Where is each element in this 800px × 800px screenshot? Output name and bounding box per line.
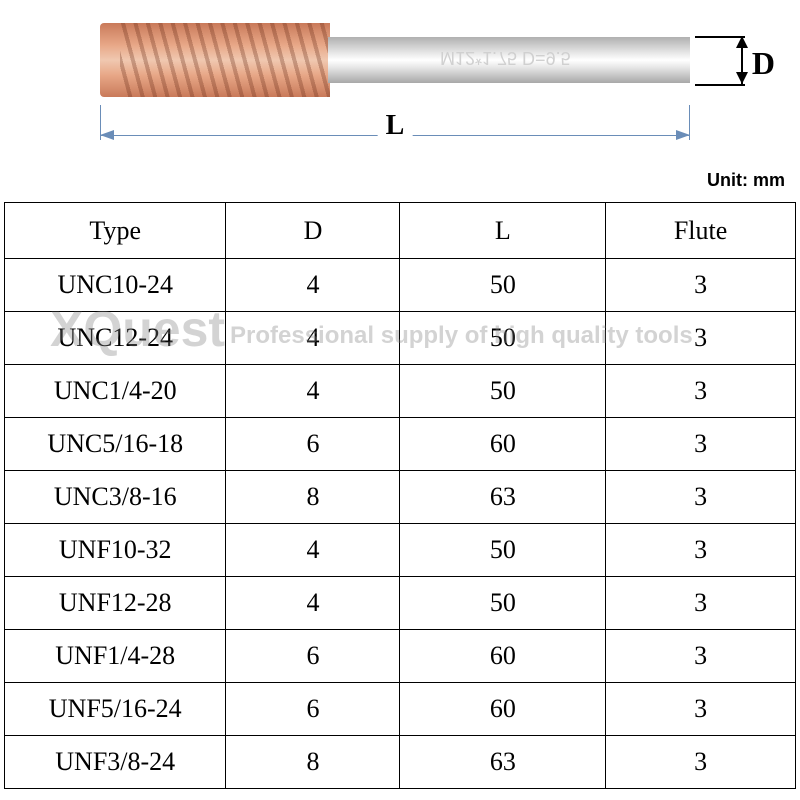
table-cell: 6: [226, 418, 400, 471]
table-cell: 3: [606, 683, 796, 736]
table-cell: UNF3/8-24: [5, 736, 226, 789]
table-cell: 60: [400, 683, 606, 736]
specifications-table: Type D L Flute UNC10-244503UNC12-244503U…: [4, 202, 796, 789]
table-cell: 50: [400, 259, 606, 312]
table-cell: 6: [226, 683, 400, 736]
table-row: UNF1/4-286603: [5, 630, 796, 683]
d-dimension-line-bottom: [695, 84, 745, 86]
table-cell: 50: [400, 312, 606, 365]
l-dimension-group: L: [100, 115, 690, 155]
tool-illustration: M12*1.75 D=9.5: [100, 15, 690, 105]
table-cell: 8: [226, 736, 400, 789]
table-row: UNC3/8-168633: [5, 471, 796, 524]
table-cell: UNC12-24: [5, 312, 226, 365]
table-cell: 60: [400, 630, 606, 683]
table-cell: 50: [400, 524, 606, 577]
table-row: UNF3/8-248633: [5, 736, 796, 789]
table-cell: 3: [606, 259, 796, 312]
l-arrow-right-icon: [676, 130, 690, 140]
table-cell: 4: [226, 365, 400, 418]
table-row: UNC12-244503: [5, 312, 796, 365]
table-cell: 3: [606, 365, 796, 418]
table-cell: UNC10-24: [5, 259, 226, 312]
tool-diagram: M12*1.75 D=9.5 D L Unit: mm: [0, 0, 800, 200]
table-row: UNC5/16-186603: [5, 418, 796, 471]
column-header-d: D: [226, 203, 400, 259]
table-row: UNF12-284503: [5, 577, 796, 630]
d-arrow-down-icon: [736, 72, 748, 84]
column-header-l: L: [400, 203, 606, 259]
table-cell: 4: [226, 524, 400, 577]
table-cell: 63: [400, 736, 606, 789]
table-cell: UNC5/16-18: [5, 418, 226, 471]
column-header-flute: Flute: [606, 203, 796, 259]
table-row: UNF5/16-246603: [5, 683, 796, 736]
column-header-type: Type: [5, 203, 226, 259]
table-cell: 8: [226, 471, 400, 524]
table-cell: 50: [400, 577, 606, 630]
unit-label: Unit: mm: [707, 170, 785, 191]
table-cell: 4: [226, 259, 400, 312]
specifications-table-container: Type D L Flute UNC10-244503UNC12-244503U…: [4, 202, 796, 789]
table-header-row: Type D L Flute: [5, 203, 796, 259]
table-cell: 3: [606, 524, 796, 577]
tool-cutting-head: [100, 23, 330, 97]
l-dimension-label: L: [378, 110, 413, 142]
table-cell: 6: [226, 630, 400, 683]
d-arrow-up-icon: [736, 36, 748, 48]
table-cell: 3: [606, 312, 796, 365]
table-cell: 60: [400, 418, 606, 471]
table-body: UNC10-244503UNC12-244503UNC1/4-204503UNC…: [5, 259, 796, 789]
table-cell: 4: [226, 577, 400, 630]
table-cell: 3: [606, 471, 796, 524]
table-cell: 3: [606, 630, 796, 683]
table-row: UNC10-244503: [5, 259, 796, 312]
table-row: UNC1/4-204503: [5, 365, 796, 418]
table-cell: 4: [226, 312, 400, 365]
table-cell: UNF12-28: [5, 577, 226, 630]
shaft-marking: M12*1.75 D=9.5: [440, 47, 571, 68]
table-cell: UNF5/16-24: [5, 683, 226, 736]
table-cell: 3: [606, 577, 796, 630]
table-cell: UNC3/8-16: [5, 471, 226, 524]
table-cell: UNF1/4-28: [5, 630, 226, 683]
table-cell: 3: [606, 736, 796, 789]
l-arrow-left-icon: [100, 130, 114, 140]
d-dimension-label: D: [752, 45, 775, 82]
table-cell: UNF10-32: [5, 524, 226, 577]
table-cell: 63: [400, 471, 606, 524]
table-cell: UNC1/4-20: [5, 365, 226, 418]
table-row: UNF10-324503: [5, 524, 796, 577]
table-cell: 3: [606, 418, 796, 471]
table-cell: 50: [400, 365, 606, 418]
